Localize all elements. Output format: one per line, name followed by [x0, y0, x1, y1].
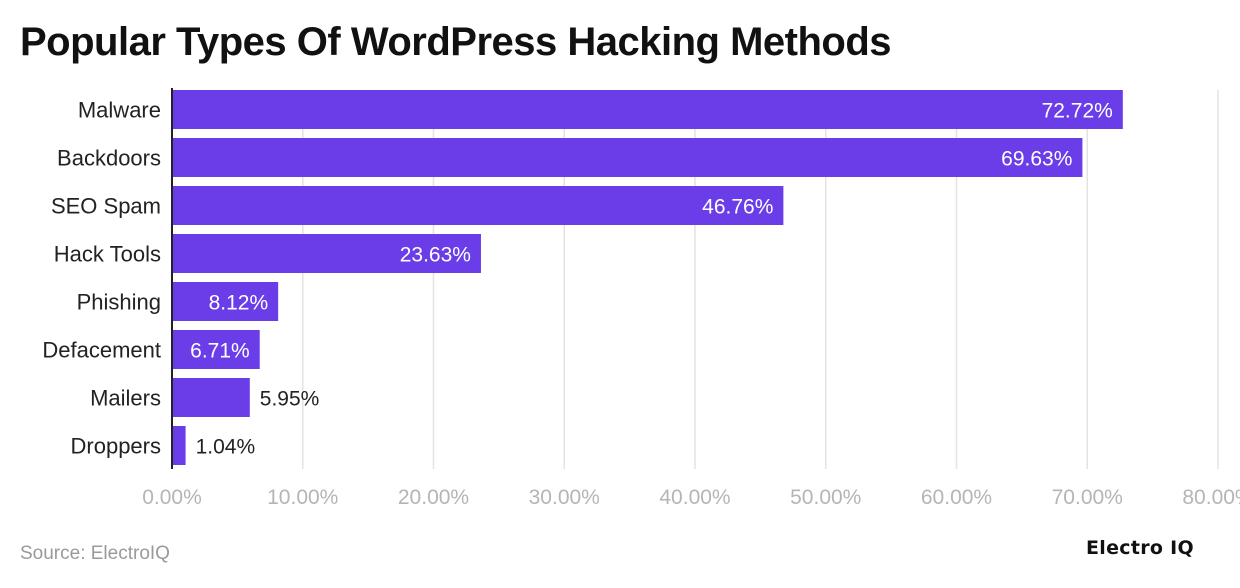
x-tick-label: 70.00% — [1052, 486, 1123, 509]
data-label: 72.72% — [1042, 100, 1113, 123]
x-tick-label: 10.00% — [267, 486, 338, 509]
category-label: Droppers — [71, 434, 161, 459]
category-label: Defacement — [42, 338, 161, 363]
data-label: 5.95% — [260, 388, 320, 411]
category-label: Malware — [78, 98, 161, 123]
x-tick-label: 30.00% — [529, 486, 600, 509]
bar-droppers — [172, 426, 186, 465]
data-label: 8.12% — [209, 292, 269, 315]
data-label: 69.63% — [1001, 148, 1072, 171]
x-tick-label: 50.00% — [790, 486, 861, 509]
bar-backdoors — [172, 138, 1083, 177]
bar-malware — [172, 90, 1123, 129]
data-label: 6.71% — [190, 340, 250, 363]
x-tick-label: 0.00% — [142, 486, 202, 509]
brand-logo: Electro IQ — [1086, 537, 1194, 559]
bar-mailers — [172, 378, 250, 417]
category-label: Backdoors — [57, 146, 161, 171]
x-tick-label: 60.00% — [921, 486, 992, 509]
category-label: SEO Spam — [51, 194, 161, 219]
bar-hack-tools — [172, 234, 481, 273]
data-label: 1.04% — [196, 436, 256, 459]
chart-title: Popular Types Of WordPress Hacking Metho… — [20, 20, 892, 64]
bar-chart: 0.00% 10.00% 20.00% 30.00% 40.00% 50.00% 60.00… — [42, 88, 1240, 509]
bar-seo-spam — [172, 186, 784, 225]
x-tick-label: 40.00% — [659, 486, 730, 509]
x-tick-label: 20.00% — [398, 486, 469, 509]
source-note: Source: ElectroIQ — [20, 543, 170, 564]
data-label: 23.63% — [400, 244, 471, 267]
category-label: Mailers — [90, 386, 161, 411]
category-label: Hack Tools — [54, 242, 161, 267]
category-label: Phishing — [77, 290, 161, 315]
x-tick-label: 80.00% — [1182, 486, 1240, 509]
data-label: 46.76% — [702, 196, 773, 219]
bar-phishing — [172, 282, 279, 321]
bar-defacement — [172, 330, 260, 369]
